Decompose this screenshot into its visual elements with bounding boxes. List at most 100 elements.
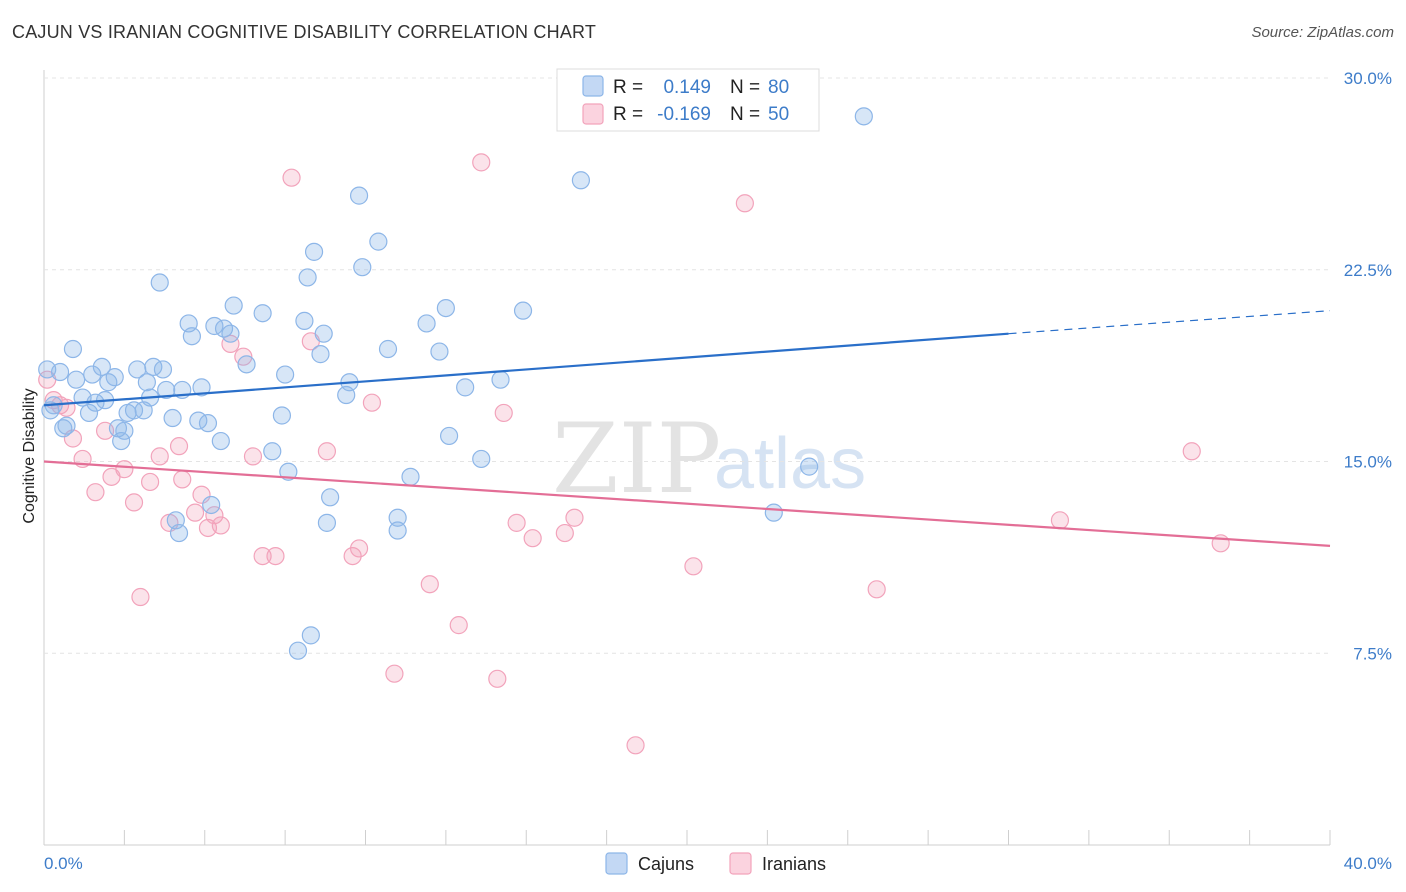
- cajuns-point: [417, 314, 436, 333]
- cajuns-point: [79, 403, 99, 423]
- iranians-point: [735, 194, 754, 213]
- y-tick-label: 30.0%: [1344, 69, 1392, 88]
- cajuns-point: [295, 311, 314, 330]
- cajuns-point: [57, 416, 76, 435]
- iranians-point: [169, 437, 189, 456]
- iranians-point: [124, 493, 144, 512]
- x-tick-label-max: 40.0%: [1344, 854, 1392, 873]
- y-tick-labels: 7.5% 15.0% 22.5% 30.0%: [1344, 69, 1392, 663]
- cajuns-trend-extension: [1008, 310, 1331, 335]
- cajuns-point: [439, 426, 459, 446]
- cajuns-point: [378, 339, 398, 359]
- cajuns-point: [263, 442, 282, 461]
- bottom-legend-label-cajuns: Cajuns: [638, 854, 694, 874]
- cajuns-point: [279, 462, 298, 481]
- cajuns-point: [301, 626, 320, 645]
- cajuns-point: [854, 107, 873, 126]
- iranians-point: [626, 736, 645, 755]
- legend-swatch-cajuns: [582, 75, 604, 97]
- iranians-point: [243, 447, 263, 466]
- cajuns-point: [764, 503, 783, 522]
- iranians-point: [115, 460, 134, 479]
- cajuns-point: [304, 242, 324, 261]
- legend-n-label-iranians: N =: [730, 104, 760, 125]
- cajuns-point: [430, 342, 449, 361]
- cajuns-point: [388, 508, 407, 527]
- cajuns-point: [137, 373, 156, 392]
- iranians-point: [253, 546, 272, 566]
- cajuns-point: [349, 186, 369, 205]
- cajuns-point: [288, 641, 308, 660]
- y-tick-label: 15.0%: [1344, 453, 1392, 472]
- iranians-point: [555, 523, 574, 543]
- cajuns-point: [115, 421, 134, 440]
- cajuns-point: [83, 365, 102, 384]
- bottom-legend-swatch-cajuns: [605, 852, 628, 875]
- cajuns-point: [50, 362, 70, 382]
- watermark-atlas: atlas: [714, 424, 866, 504]
- iranians-point: [565, 508, 584, 527]
- iranians-point: [349, 539, 369, 558]
- iranians-point: [472, 153, 491, 172]
- cajuns-point: [571, 171, 591, 190]
- cajuns-point: [54, 419, 73, 438]
- cajuns-point: [513, 301, 533, 320]
- legend-r-value-iranians: -0.169: [657, 104, 711, 125]
- cajuns-point: [369, 232, 388, 251]
- iranians-point: [221, 334, 240, 353]
- iranians-point: [266, 546, 285, 566]
- cajuns-point: [105, 368, 124, 387]
- bottom-legend-label-iranians: Iranians: [762, 854, 826, 874]
- cajuns-point: [436, 299, 455, 318]
- legend-r-label-iranians: R =: [613, 104, 643, 125]
- cajuns-point: [153, 360, 173, 379]
- cajuns-point: [401, 467, 420, 486]
- y-tick-label: 22.5%: [1344, 261, 1392, 280]
- iranians-point: [211, 516, 230, 535]
- legend-swatch-iranians: [582, 103, 604, 125]
- iranians-point: [362, 393, 382, 412]
- iranians-point: [684, 557, 703, 576]
- cajuns-point: [169, 523, 189, 543]
- y-tick-label: 7.5%: [1353, 644, 1392, 663]
- cajuns-point: [182, 327, 201, 346]
- trend-lines: [43, 310, 1331, 547]
- iranians-point: [282, 168, 301, 187]
- x-ticks: [123, 830, 1331, 845]
- cajuns-point: [63, 339, 83, 359]
- cajuns-point: [317, 513, 337, 532]
- iranians-point: [420, 575, 439, 594]
- cajuns-point: [272, 406, 292, 425]
- iranians-point: [449, 616, 468, 635]
- cajuns-point: [298, 268, 317, 287]
- iranians-point: [1182, 442, 1201, 461]
- cajuns-point: [311, 345, 330, 364]
- cajuns-points: [38, 107, 873, 660]
- legend-r-value-cajuns: 0.149: [663, 77, 711, 98]
- cajuns-point: [202, 495, 221, 515]
- iranians-point: [488, 669, 507, 688]
- cajuns-point: [388, 521, 407, 540]
- cajuns-point: [124, 401, 144, 420]
- y-axis-title: Cognitive Disability: [21, 388, 38, 523]
- cajuns-point: [472, 449, 491, 469]
- cajuns-point: [150, 273, 169, 292]
- iranians-point: [317, 442, 337, 461]
- legend-n-value-iranians: 50: [768, 104, 789, 125]
- source-label: Source: ZipAtlas.com: [1251, 24, 1394, 41]
- iranians-point: [205, 506, 224, 525]
- iranians-point: [173, 470, 192, 489]
- iranians-point: [86, 483, 105, 502]
- cajuns-point: [276, 365, 295, 384]
- cajuns-point: [456, 378, 475, 397]
- legend-n-value-cajuns: 80: [768, 77, 789, 98]
- cajuns-point: [67, 370, 86, 389]
- iranians-point: [494, 403, 513, 423]
- cajuns-point: [314, 324, 333, 343]
- iranians-point: [1050, 511, 1070, 530]
- iranians-point: [131, 587, 150, 607]
- cajuns-point: [221, 324, 240, 343]
- iranians-point: [523, 529, 542, 548]
- watermark-zip: ZIP: [552, 403, 721, 515]
